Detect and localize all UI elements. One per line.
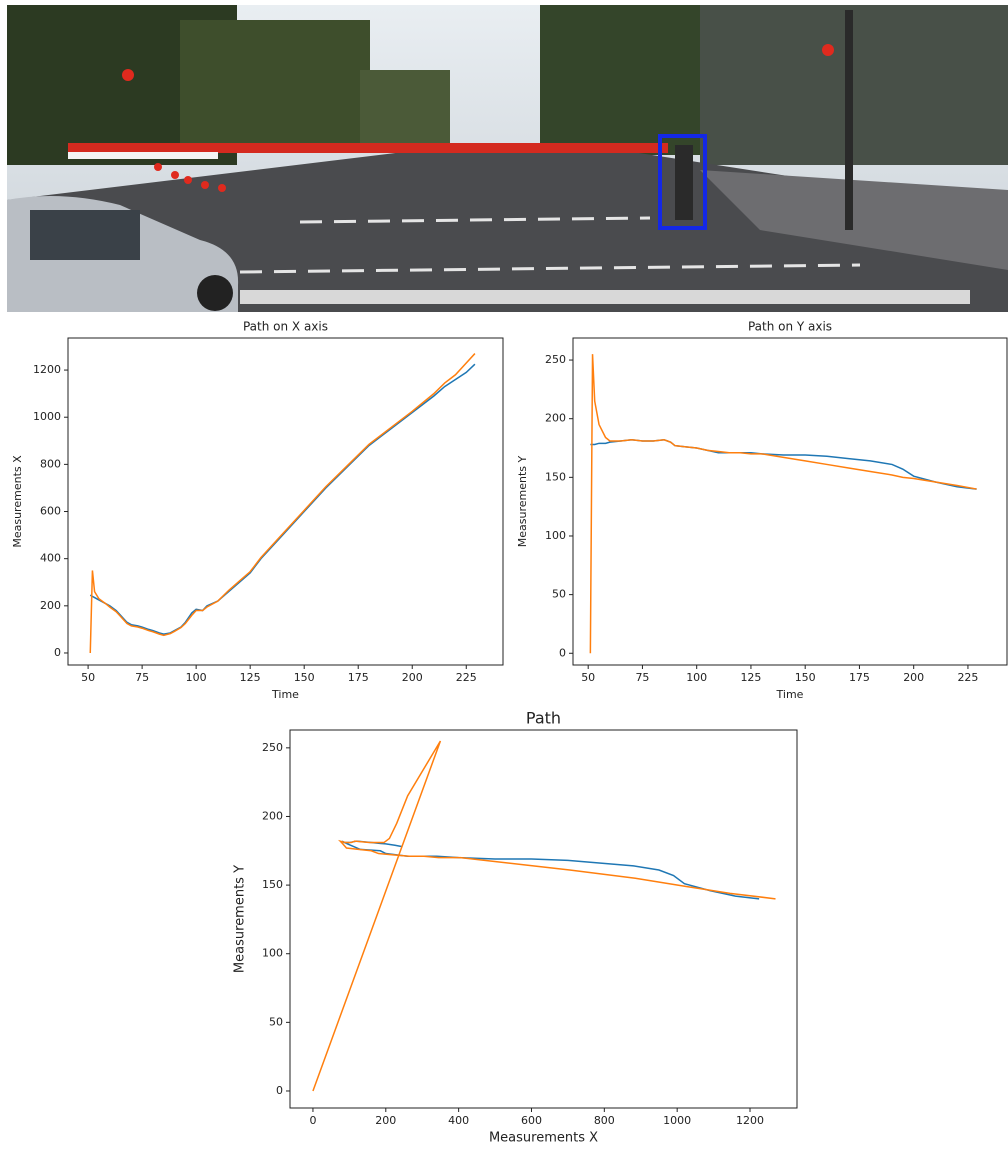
camera-frame (7, 5, 1008, 312)
x-tick-label: 600 (521, 1114, 542, 1127)
y-tick-label: 600 (40, 505, 61, 518)
y-axis-label: Measurements Y (516, 455, 529, 547)
x-tick-label: 50 (581, 671, 595, 684)
y-tick-label: 400 (40, 552, 61, 565)
y-tick-label: 800 (40, 457, 61, 470)
page: {"chart_data": [ {"type": "line", "title… (0, 0, 1008, 1150)
data-line (590, 354, 976, 653)
y-tick-label: 100 (262, 947, 283, 960)
x-axis-label: Time (776, 688, 804, 701)
y-tick-label: 200 (545, 412, 566, 425)
x-tick-label: 200 (402, 671, 423, 684)
x-tick-label: 100 (686, 671, 707, 684)
x-tick-label: 175 (348, 671, 369, 684)
x-tick-label: 75 (135, 671, 149, 684)
x-tick-label: 200 (903, 671, 924, 684)
plot-frame (290, 730, 797, 1108)
x-tick-label: 125 (740, 671, 761, 684)
chart-title: Path on Y axis (748, 320, 832, 334)
plot-frame (68, 338, 503, 665)
page-canvas: 5075100125150175200225020040060080010001… (0, 0, 1008, 1150)
y-tick-label: 0 (559, 646, 566, 659)
data-line (590, 440, 976, 489)
x-tick-label: 150 (795, 671, 816, 684)
data-line (342, 841, 759, 899)
data-line (90, 364, 475, 634)
x-tick-label: 125 (240, 671, 261, 684)
x-tick-label: 150 (294, 671, 315, 684)
x-tick-label: 200 (375, 1114, 396, 1127)
x-tick-label: 0 (309, 1114, 316, 1127)
y-tick-label: 0 (54, 646, 61, 659)
x-tick-label: 225 (957, 671, 978, 684)
x-tick-label: 400 (448, 1114, 469, 1127)
y-tick-label: 1000 (33, 410, 61, 423)
x-tick-label: 225 (456, 671, 477, 684)
y-tick-label: 50 (269, 1015, 283, 1028)
y-tick-label: 50 (552, 588, 566, 601)
x-tick-label: 100 (186, 671, 207, 684)
data-line (313, 741, 776, 1091)
x-tick-label: 1000 (663, 1114, 691, 1127)
chart-title: Path (526, 709, 561, 728)
chart-title: Path on X axis (243, 320, 328, 334)
y-tick-label: 200 (40, 599, 61, 612)
y-tick-label: 250 (262, 741, 283, 754)
y-tick-label: 100 (545, 529, 566, 542)
data-line (90, 354, 475, 653)
y-tick-label: 0 (276, 1084, 283, 1097)
x-axis-label: Time (271, 688, 299, 701)
y-axis-label: Measurements Y (233, 865, 248, 973)
y-axis-label: Measurements X (11, 455, 24, 548)
plot-frame (573, 338, 1007, 665)
x-axis-label: Measurements X (489, 1131, 598, 1146)
y-tick-label: 1200 (33, 363, 61, 376)
y-tick-label: 250 (545, 353, 566, 366)
x-tick-label: 50 (81, 671, 95, 684)
y-tick-label: 150 (262, 878, 283, 891)
x-tick-label: 1200 (736, 1114, 764, 1127)
x-tick-label: 175 (849, 671, 870, 684)
y-tick-label: 200 (262, 809, 283, 822)
x-tick-label: 800 (594, 1114, 615, 1127)
x-tick-label: 75 (635, 671, 649, 684)
y-tick-label: 150 (545, 470, 566, 483)
